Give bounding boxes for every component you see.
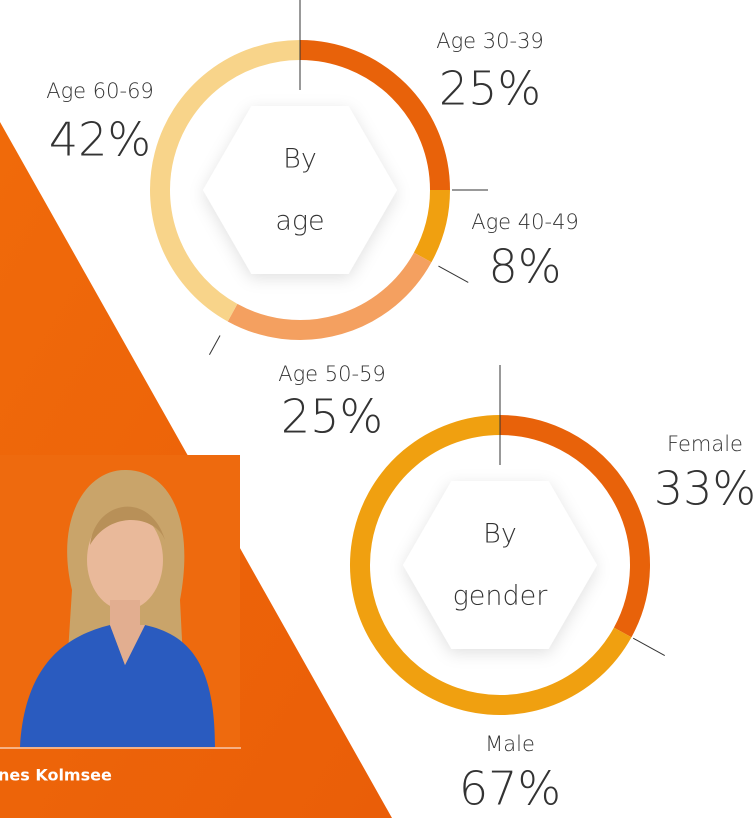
profile-photo (0, 455, 240, 747)
donut-segment (150, 40, 301, 322)
segment-value: 25% (439, 62, 541, 116)
segment-value: 67% (459, 762, 561, 816)
center-label: gender (453, 581, 549, 612)
segment-name: Age 40-49 (471, 210, 579, 234)
segment-name: Age 30-39 (436, 29, 544, 53)
center-label: By (483, 519, 517, 550)
segment-name: Age 60-69 (46, 79, 154, 103)
leader-line (208, 335, 221, 355)
leader-line (438, 265, 469, 283)
segment-name: Female (667, 432, 743, 456)
donut-segment (350, 415, 632, 715)
donut-segment (499, 415, 650, 638)
center-hexagon (403, 480, 597, 650)
segment-value: 8% (489, 240, 562, 294)
donut-segment (227, 252, 432, 340)
center-hexagon (203, 105, 397, 275)
segment-name: Male (485, 732, 535, 756)
profile-name: nes Kolmsee (0, 766, 112, 785)
center-label: By (283, 144, 317, 175)
segment-name: Age 50-59 (278, 362, 386, 386)
segment-value: 33% (654, 462, 753, 516)
segment-value: 25% (281, 390, 383, 444)
center-label: age (275, 206, 324, 237)
leader-line (632, 637, 665, 657)
donut-segment (299, 40, 450, 191)
segment-value: 42% (49, 113, 151, 167)
donut-segment (413, 189, 450, 263)
